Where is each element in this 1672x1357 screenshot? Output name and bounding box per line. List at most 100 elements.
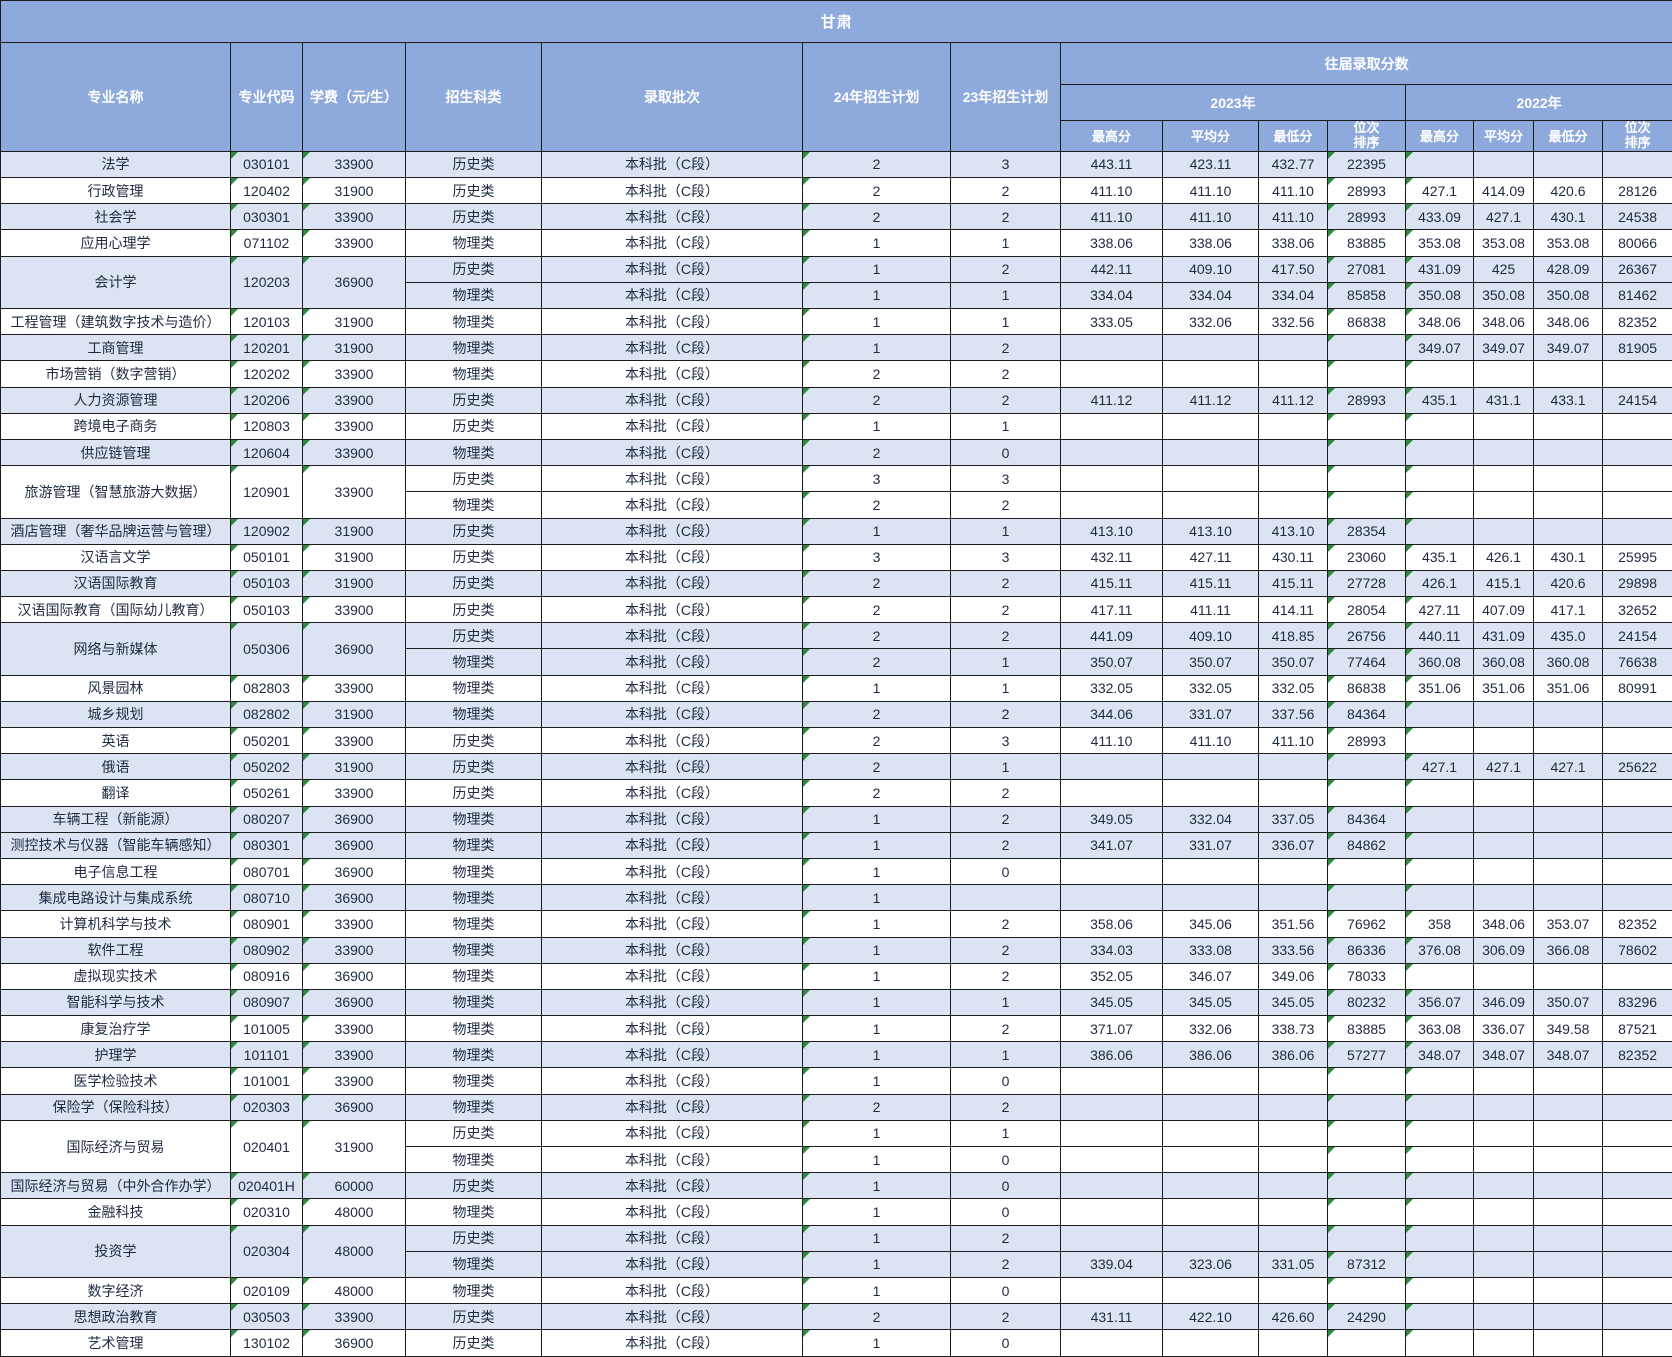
major-code-cell: 020109 xyxy=(231,1277,303,1303)
score-cell-min-2023 xyxy=(1259,754,1328,780)
score-cell-max-2023: 344.06 xyxy=(1061,701,1163,727)
category-cell: 历史类 xyxy=(406,1304,542,1330)
plan23-cell: 1 xyxy=(951,1042,1061,1068)
batch-cell: 本科批（C段） xyxy=(542,1042,803,1068)
major-code-cell: 120402 xyxy=(231,178,303,204)
category-cell: 物理类 xyxy=(406,492,542,518)
score-cell-rank-2023: 22395 xyxy=(1328,151,1406,177)
tuition-cell: 33900 xyxy=(303,151,406,177)
plan23-cell: 0 xyxy=(951,1199,1061,1225)
score-cell-avg-2022 xyxy=(1474,151,1534,177)
score-cell-rank-2022 xyxy=(1603,1068,1672,1094)
major-name-cell: 网络与新媒体 xyxy=(1,623,231,675)
score-cell-avg-2022: 348.06 xyxy=(1474,911,1534,937)
score-cell-avg-2022 xyxy=(1474,1147,1534,1173)
batch-cell: 本科批（C段） xyxy=(542,989,803,1015)
score-cell-min-2022 xyxy=(1534,1094,1603,1120)
batch-cell: 本科批（C段） xyxy=(542,151,803,177)
score-cell-avg-2023 xyxy=(1163,1330,1259,1356)
score-cell-min-2023: 334.04 xyxy=(1259,282,1328,308)
score-cell-max-2022: 431.09 xyxy=(1406,256,1474,282)
score-cell-max-2022 xyxy=(1406,1277,1474,1303)
score-cell-min-2022: 427.1 xyxy=(1534,754,1603,780)
tuition-cell: 33900 xyxy=(303,728,406,754)
score-cell-min-2023: 411.10 xyxy=(1259,204,1328,230)
category-cell: 物理类 xyxy=(406,1042,542,1068)
tuition-cell: 33900 xyxy=(303,937,406,963)
score-cell-min-2023: 414.11 xyxy=(1259,597,1328,623)
score-cell-min-2022 xyxy=(1534,518,1603,544)
col-header-major: 专业名称 xyxy=(1,43,231,152)
score-cell-min-2023 xyxy=(1259,1277,1328,1303)
batch-cell: 本科批（C段） xyxy=(542,335,803,361)
score-cell-rank-2023 xyxy=(1328,1277,1406,1303)
tuition-cell: 60000 xyxy=(303,1173,406,1199)
plan23-cell: 1 xyxy=(951,413,1061,439)
score-cell-rank-2023: 87312 xyxy=(1328,1251,1406,1277)
score-cell-min-2023: 332.56 xyxy=(1259,309,1328,335)
col-header-max-2022: 最高分 xyxy=(1406,121,1474,152)
col-header-min-2022: 最低分 xyxy=(1534,121,1603,152)
batch-cell: 本科批（C段） xyxy=(542,439,803,465)
major-name-cell: 英语 xyxy=(1,728,231,754)
score-cell-min-2023 xyxy=(1259,1330,1328,1356)
score-cell-min-2023: 411.10 xyxy=(1259,178,1328,204)
score-cell-rank-2023: 78033 xyxy=(1328,963,1406,989)
plan24-cell: 1 xyxy=(803,963,951,989)
category-cell: 物理类 xyxy=(406,885,542,911)
tuition-cell: 33900 xyxy=(303,911,406,937)
score-cell-min-2022: 349.58 xyxy=(1534,1016,1603,1042)
tuition-cell: 33900 xyxy=(303,1042,406,1068)
score-cell-max-2023: 432.11 xyxy=(1061,544,1163,570)
plan24-cell: 1 xyxy=(803,1068,951,1094)
plan24-cell: 2 xyxy=(803,701,951,727)
major-code-cell: 101005 xyxy=(231,1016,303,1042)
plan24-cell: 1 xyxy=(803,1199,951,1225)
category-cell: 历史类 xyxy=(406,623,542,649)
category-cell: 物理类 xyxy=(406,1199,542,1225)
score-cell-rank-2023 xyxy=(1328,1120,1406,1146)
score-cell-avg-2023: 350.07 xyxy=(1163,649,1259,675)
score-cell-rank-2022 xyxy=(1603,885,1672,911)
score-cell-rank-2022 xyxy=(1603,1304,1672,1330)
score-cell-rank-2022 xyxy=(1603,466,1672,492)
score-cell-max-2022 xyxy=(1406,1068,1474,1094)
major-name-cell: 工程管理（建筑数字技术与造价） xyxy=(1,309,231,335)
score-cell-max-2022 xyxy=(1406,151,1474,177)
score-cell-min-2023: 350.07 xyxy=(1259,649,1328,675)
score-cell-min-2023: 336.07 xyxy=(1259,832,1328,858)
score-cell-avg-2023: 427.11 xyxy=(1163,544,1259,570)
category-cell: 物理类 xyxy=(406,806,542,832)
tuition-cell: 36900 xyxy=(303,806,406,832)
score-cell-avg-2023: 332.06 xyxy=(1163,309,1259,335)
category-cell: 历史类 xyxy=(406,1120,542,1146)
score-cell-rank-2022 xyxy=(1603,1330,1672,1356)
score-cell-max-2023: 443.11 xyxy=(1061,151,1163,177)
score-cell-avg-2022 xyxy=(1474,1225,1534,1251)
batch-cell: 本科批（C段） xyxy=(542,858,803,884)
score-cell-max-2022 xyxy=(1406,1304,1474,1330)
score-cell-avg-2023: 331.07 xyxy=(1163,701,1259,727)
score-cell-max-2022 xyxy=(1406,413,1474,439)
major-code-cell: 080916 xyxy=(231,963,303,989)
score-cell-min-2022 xyxy=(1534,492,1603,518)
score-cell-rank-2022: 76638 xyxy=(1603,649,1672,675)
plan23-cell: 1 xyxy=(951,282,1061,308)
batch-cell: 本科批（C段） xyxy=(542,885,803,911)
category-cell: 历史类 xyxy=(406,1225,542,1251)
score-cell-avg-2023 xyxy=(1163,780,1259,806)
plan24-cell: 1 xyxy=(803,675,951,701)
plan23-cell: 3 xyxy=(951,466,1061,492)
score-cell-min-2022: 428.09 xyxy=(1534,256,1603,282)
major-name-cell: 工商管理 xyxy=(1,335,231,361)
score-cell-max-2022: 433.09 xyxy=(1406,204,1474,230)
tuition-cell: 33900 xyxy=(303,1016,406,1042)
batch-cell: 本科批（C段） xyxy=(542,1330,803,1356)
